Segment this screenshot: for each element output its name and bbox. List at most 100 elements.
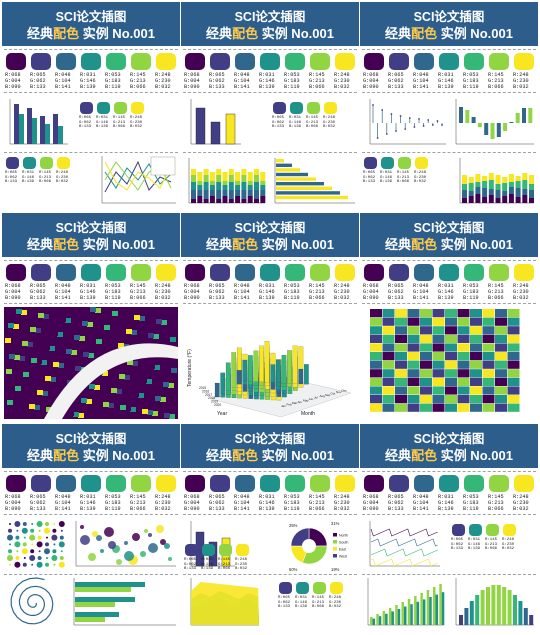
palette-rgb-7: R:248 G:230 B:032	[155, 494, 171, 512]
bubble-chart	[75, 521, 176, 567]
palette-small-b-rgb-4: R:248 G:230 B:032	[56, 171, 69, 185]
palette-swatch-1	[6, 53, 26, 70]
aerial-image	[4, 307, 178, 419]
palette-small-b-swatch-4	[415, 157, 428, 169]
panel-header: SCI论文插图 经典配色 实例 No.001	[360, 213, 538, 257]
palette-rgb-1: R:068 G:004 B:090	[5, 283, 21, 301]
palette-swatch-3	[414, 264, 434, 281]
divider-top	[183, 260, 357, 261]
palette-swatch-6	[310, 53, 330, 70]
x-axis-label: Year	[217, 411, 227, 417]
year-tick: 2018	[208, 396, 215, 400]
palette-swatch-7	[156, 264, 176, 281]
palette-small-b-swatch-3	[313, 582, 326, 594]
palette-swatch-7	[335, 475, 355, 492]
palette-small-b-rgb-2: R:031 G:146 B:139	[22, 171, 35, 185]
divider-mid	[183, 92, 357, 93]
panel-title-line1: SCI论文插图	[413, 10, 485, 24]
palette-swatch-4	[439, 475, 459, 492]
palette-rgb-4: R:031 G:146 B:139	[438, 72, 454, 90]
pie-label: 50%	[289, 567, 298, 572]
palette-small-a-rgb-4: R:248 G:230 B:032	[130, 116, 143, 130]
legend-label: South	[339, 541, 348, 545]
palette-rgb-6: R:145 G:213 B:066	[309, 72, 325, 90]
panel-title-line1: SCI论文插图	[413, 221, 485, 235]
title-prefix: 经典	[385, 26, 412, 41]
palette-rgb-4: R:031 G:146 B:139	[80, 72, 96, 90]
title-highlight: 配色	[411, 448, 438, 463]
divider-mid	[362, 92, 536, 93]
title-highlight: 配色	[232, 237, 259, 252]
palette-swatch-1	[185, 53, 205, 70]
stacked-bar-chart	[459, 158, 534, 204]
palette-rgb-5: R:053 G:183 B:119	[105, 494, 121, 512]
palette-small-a-rgb-1: R:065 G:062 B:133	[184, 558, 197, 572]
palette-small-a-rgb-4: R:248 G:230 B:032	[502, 538, 515, 552]
palette-small-b-rgb-4: R:248 G:230 B:032	[329, 596, 342, 610]
title-prefix: 经典	[206, 237, 233, 252]
palette-swatch-4	[81, 475, 101, 492]
year-tick: 2019	[211, 400, 218, 404]
pie-chart: 25% 31% 19% 50% North South East West	[289, 521, 348, 572]
palette-rgb-1: R:068 G:004 B:090	[363, 494, 379, 512]
palette-rgb-1: R:068 G:004 B:090	[184, 283, 200, 301]
month-tick: Dec	[342, 389, 348, 393]
palette-swatch-2	[31, 264, 51, 281]
palette-swatch-1	[364, 53, 384, 70]
palette-rgb-6: R:145 G:213 B:066	[309, 283, 325, 301]
palette-small-b-swatch-3	[40, 157, 53, 169]
palette-small-b-swatch-2	[23, 157, 36, 169]
panel-title-line1: SCI论文插图	[55, 432, 127, 446]
palette-small-a-swatch-3	[486, 524, 499, 536]
palette-rgb-4: R:031 G:146 B:139	[80, 283, 96, 301]
panel-title-line1: SCI论文插图	[55, 10, 127, 24]
panel-header: SCI论文插图 经典配色 实例 No.001	[2, 2, 180, 46]
pie-label: 31%	[331, 521, 340, 526]
palette-swatch-2	[210, 475, 230, 492]
title-highlight: 配色	[53, 237, 80, 252]
palette-swatch-7	[335, 53, 355, 70]
palette-small-a-swatch-3	[219, 544, 232, 556]
divider-top	[362, 471, 536, 472]
palette-small-a-swatch-4	[503, 524, 516, 536]
panel-header: SCI论文插图 经典配色 实例 No.001	[181, 2, 359, 46]
palette-small-a-rgb-3: R:145 G:213 B:066	[306, 116, 319, 130]
panel-title-line1: SCI论文插图	[234, 10, 306, 24]
palette-rgb-3: R:048 G:104 B:141	[55, 283, 71, 301]
panel-header: SCI论文插图 经典配色 实例 No.001	[2, 213, 180, 257]
palette-small-a-swatch-3	[307, 102, 320, 114]
palette-small-a-rgb-2: R:031 G:146 B:139	[468, 538, 481, 552]
year-tick: 2020	[214, 403, 221, 407]
year-tick: 2016	[202, 389, 209, 393]
divider-mid	[4, 303, 178, 304]
palette-swatch-3	[235, 264, 255, 281]
palette-small-a-rgb-1: R:065 G:062 B:133	[79, 116, 92, 130]
panel-3: SCI论文插图 经典配色 实例 No.001 R:068 G:004 B:090 R:…	[360, 2, 538, 210]
divider-top	[362, 260, 536, 261]
palette-swatch-6	[489, 264, 509, 281]
panel-6: SCI论文插图 经典配色 实例 No.001 R:068 G:004 B:090 R:…	[360, 213, 538, 421]
pie-label: 19%	[331, 567, 340, 572]
palette-rgb-3: R:048 G:104 B:141	[234, 283, 250, 301]
divider-low	[183, 152, 357, 153]
palette-swatch-5	[464, 53, 484, 70]
palette-swatch-7	[335, 264, 355, 281]
palette-small-b-swatch-1	[279, 582, 292, 594]
palette-small-a-rgb-2: R:031 G:146 B:139	[289, 116, 302, 130]
palette-small-b-rgb-1: R:065 G:062 B:133	[5, 171, 18, 185]
palette-rgb-5: R:053 G:183 B:119	[105, 72, 121, 90]
divider-low	[362, 574, 536, 575]
palette-rgb-7: R:248 G:230 B:032	[513, 72, 529, 90]
y-axis-label: Month	[301, 411, 315, 417]
palette-small-a-rgb-3: R:145 G:213 B:066	[485, 538, 498, 552]
palette-swatch-2	[389, 475, 409, 492]
palette-small-b-rgb-1: R:065 G:062 B:133	[363, 171, 376, 185]
stacked-bar-chart	[188, 158, 266, 204]
palette-rgb-1: R:068 G:004 B:090	[184, 494, 200, 512]
palette-rgb-6: R:145 G:213 B:066	[488, 72, 504, 90]
divider-mid	[4, 92, 178, 93]
palette-swatch-2	[210, 264, 230, 281]
palette-small-b-rgb-3: R:145 G:213 B:066	[312, 596, 325, 610]
panel-header: SCI论文插图 经典配色 实例 No.001	[181, 213, 359, 257]
